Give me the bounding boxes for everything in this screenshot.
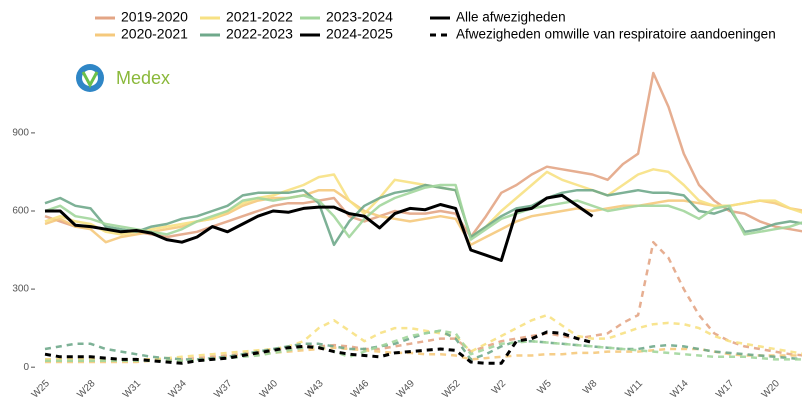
- line: [44, 71, 802, 239]
- dashed-line: [44, 330, 593, 365]
- x-tick-label: W14: [668, 378, 691, 401]
- x-tick-label: W31: [121, 378, 144, 401]
- logo: Medex: [76, 64, 170, 92]
- legend-label: 2024-2025: [326, 26, 393, 42]
- x-tick-label: W49: [395, 378, 418, 401]
- y-tick-label: 900: [12, 128, 29, 139]
- logo-icon-inner: [82, 70, 98, 86]
- logo-text: Medex: [116, 68, 170, 88]
- legend-label: 2023-2024: [326, 9, 393, 25]
- x-tick-label: W43: [303, 378, 326, 401]
- legend-label: Alle afwezigheden: [456, 10, 566, 25]
- x-tick-label: W20: [760, 378, 783, 401]
- x-tick-label: W17: [714, 378, 737, 401]
- y-tick-label: 600: [12, 206, 29, 217]
- x-tick-label: W8: [581, 378, 600, 397]
- legend-label: 2019-2020: [121, 9, 188, 25]
- line: [44, 168, 802, 239]
- y-tick-label: 0: [23, 362, 29, 373]
- x-tick-label: W2: [490, 378, 509, 397]
- legend-label: 2020-2021: [121, 26, 188, 42]
- x-tick-label: W5: [535, 378, 554, 397]
- x-tick-label: W40: [258, 378, 281, 401]
- x-tick-label: W52: [440, 378, 463, 401]
- x-tick-label: W46: [349, 378, 372, 401]
- x-tick-label: W37: [212, 378, 235, 401]
- legend-label: 2021-2022: [226, 9, 293, 25]
- line: [44, 183, 802, 241]
- x-tick-label: W25: [30, 378, 53, 401]
- line: [45, 193, 594, 262]
- logo-icon-mark: [81, 71, 99, 89]
- y-tick-label: 300: [12, 284, 29, 295]
- x-tick-label: W11: [623, 378, 645, 400]
- legend-label: Afwezigheden omwille van respiratoire aa…: [456, 27, 776, 42]
- x-tick-label: W28: [75, 378, 98, 401]
- legend-label: 2022-2023: [226, 26, 293, 42]
- dashed-line: [45, 240, 802, 361]
- x-tick-label: W34: [167, 378, 190, 401]
- dashed-line: [45, 346, 802, 364]
